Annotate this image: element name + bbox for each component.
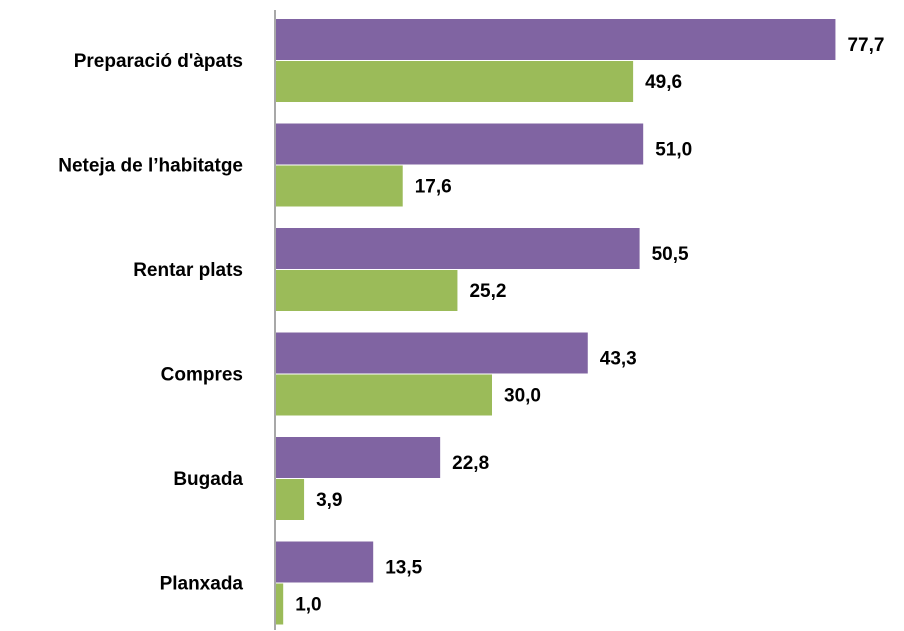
bar [276,61,634,102]
value-label: 49,6 [645,72,682,93]
bar [276,270,458,311]
bar [276,228,640,269]
y-tick-label: Bugada [173,469,243,490]
value-label: 13,5 [385,558,422,579]
bar [276,19,836,60]
value-label: 1,0 [295,595,321,616]
bar [276,479,305,520]
bar [276,123,644,165]
value-label: 43,3 [600,349,637,370]
y-tick-label: Neteja de l’habitatge [58,156,243,177]
bar [276,332,588,374]
value-label: 51,0 [655,140,692,161]
value-label: 22,8 [452,453,489,474]
value-label: 30,0 [504,386,541,407]
value-label: 77,7 [847,35,884,56]
value-label: 3,9 [316,490,342,511]
value-label: 25,2 [469,281,506,302]
y-tick-label: Compres [161,365,243,386]
bar [276,583,284,625]
bar [276,541,374,583]
bar [276,374,492,416]
y-tick-label: Preparació d'àpats [74,51,243,72]
value-label: 17,6 [415,177,452,198]
bar [276,437,441,478]
value-label: 50,5 [652,244,689,265]
y-tick-label: Planxada [160,574,244,595]
y-tick-label: Rentar plats [133,260,243,281]
bar [276,165,403,207]
